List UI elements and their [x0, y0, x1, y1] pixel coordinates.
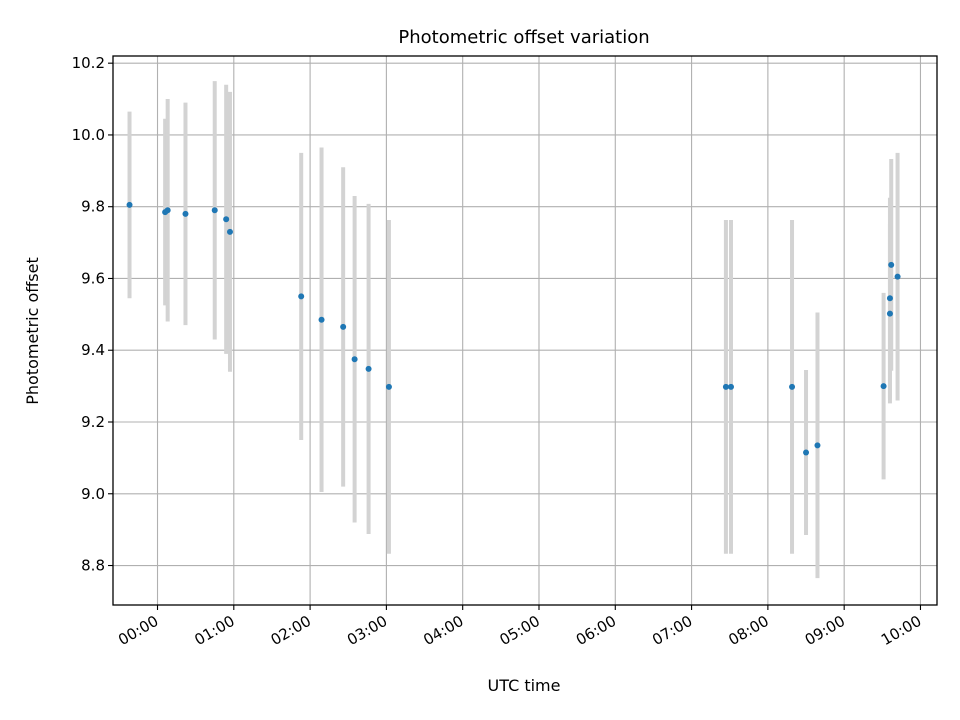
y-tick-label: 8.8: [81, 557, 105, 575]
data-point: [722, 383, 729, 390]
point-layer: [126, 201, 901, 456]
y-tick-label: 10.0: [72, 126, 105, 144]
y-tick-label: 9.0: [81, 485, 105, 503]
data-point: [223, 216, 230, 223]
data-point: [351, 356, 358, 363]
data-point: [126, 201, 133, 208]
plot-area-frame: [112, 55, 938, 606]
data-point: [365, 365, 372, 372]
data-point: [298, 293, 305, 300]
data-point: [385, 383, 392, 390]
data-point: [318, 316, 325, 323]
data-point: [340, 323, 347, 330]
data-point: [226, 228, 233, 235]
data-point: [888, 261, 895, 268]
y-tick-label: 10.2: [72, 54, 105, 72]
data-point: [814, 442, 821, 449]
data-point: [789, 383, 796, 390]
x-axis-label: UTC time: [488, 676, 561, 695]
data-point: [886, 310, 893, 317]
data-point: [182, 210, 189, 217]
data-point: [211, 207, 218, 214]
data-point: [880, 383, 887, 390]
data-point: [894, 273, 901, 280]
y-axis-label: Photometric offset: [23, 257, 42, 405]
data-point: [728, 383, 734, 390]
data-point: [803, 449, 810, 456]
data-point: [886, 295, 893, 302]
chart-title: Photometric offset variation: [398, 27, 649, 48]
grid-layer: [113, 56, 937, 605]
y-tick-label: 9.2: [81, 413, 105, 431]
data-point: [164, 207, 171, 214]
y-tick-label: 9.6: [81, 269, 105, 287]
y-axis-ticks: 8.8 9.0 9.2 9.4 9.6 9.8 10.0 10.2: [72, 54, 113, 575]
y-tick-label: 9.8: [81, 198, 105, 216]
y-tick-label: 9.4: [81, 341, 105, 359]
